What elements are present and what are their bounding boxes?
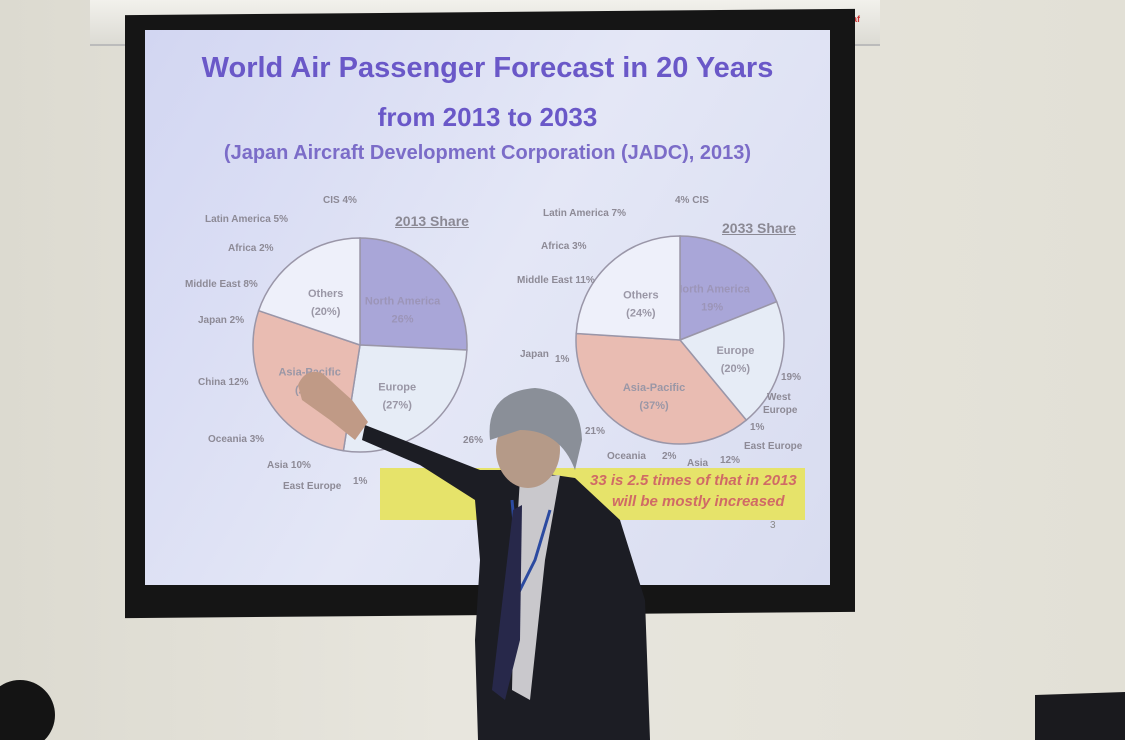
- callout: Japan 2%: [198, 315, 245, 326]
- callout: CIS 4%: [323, 195, 357, 206]
- audience-head: [0, 680, 55, 740]
- callout: China 12%: [198, 377, 249, 388]
- callout: Africa 2%: [228, 243, 274, 254]
- pie-slice-asia-pacific: [575, 332, 748, 445]
- slice-label: Europe: [378, 382, 416, 394]
- callout: East Europe: [283, 481, 342, 492]
- presenter-hand: [298, 371, 368, 440]
- slice-label: Asia-Pacific: [623, 382, 685, 394]
- slice-value-label: (24%): [626, 307, 656, 319]
- note-line1: 33 is 2.5 times of that in 2013: [590, 472, 797, 489]
- callout: Japan: [520, 349, 549, 360]
- slice-label: Europe: [716, 345, 754, 357]
- callout: 4% CIS: [675, 195, 709, 206]
- callout: Oceania: [607, 451, 646, 462]
- callout: East Europe: [744, 441, 803, 452]
- callout: Europe: [763, 405, 798, 416]
- callout: 1%: [353, 476, 368, 487]
- pie-slice-others: [575, 235, 681, 341]
- slice-value-label: (20%): [721, 363, 751, 375]
- slice-value-label: (20%): [311, 306, 341, 318]
- callout: 26%: [463, 435, 484, 446]
- callout: 2%: [662, 451, 677, 462]
- callout: Asia: [687, 458, 709, 469]
- slice-value-label: (27%): [383, 400, 413, 412]
- callout: West: [767, 392, 791, 403]
- slice-label: North America: [365, 295, 441, 307]
- callout: Latin America 7%: [543, 208, 626, 219]
- pie-slice-north-america: [679, 235, 778, 342]
- pie-charts: North America 26% Europe (27%) Asia-Pacific (…: [252, 235, 785, 453]
- pie-title-2013: 2013 Share: [395, 213, 469, 229]
- callout: Oceania 3%: [208, 434, 265, 445]
- callout: 1%: [555, 354, 570, 365]
- callout: 21%: [585, 426, 606, 437]
- slice-label: Others: [308, 288, 343, 300]
- callout: 1%: [750, 422, 765, 433]
- pie-slice-europe: [342, 344, 468, 453]
- pie-slice-others: [257, 237, 361, 347]
- callout: 12%: [720, 455, 741, 466]
- callout: Africa 3%: [541, 241, 587, 252]
- callout: 19%: [781, 372, 802, 383]
- presenter-shirt: [512, 475, 560, 700]
- callout: Middle East 11%: [517, 275, 595, 286]
- pie-title-2033: 2033 Share: [722, 220, 796, 236]
- note-line2: will be mostly increased: [612, 493, 785, 510]
- slice-value-label: 19%: [701, 302, 723, 314]
- callout: Asia 10%: [267, 460, 311, 471]
- presenter-tie: [492, 505, 522, 700]
- pie-slice-north-america: [359, 237, 468, 351]
- callout: Latin America 5%: [205, 214, 288, 225]
- presenter-hair: [489, 388, 582, 470]
- slice-label: North America: [674, 284, 750, 296]
- page-number: 3: [770, 520, 776, 531]
- slide-title: World Air Passenger Forecast in 20 Years: [201, 52, 774, 84]
- slice-label: Asia-Pacific: [278, 366, 340, 378]
- slide-subtitle: (Japan Aircraft Development Corporation …: [223, 142, 752, 164]
- pie-2033: North America 19% Europe (20%) Asia-Pacific (…: [575, 235, 785, 445]
- chair: [1035, 692, 1125, 740]
- slice-label: Others: [623, 289, 658, 301]
- slice-value-label: 26%: [392, 313, 414, 325]
- slice-value-label: (37%): [639, 400, 669, 412]
- slide-title-line2: from 2013 to 2033: [377, 102, 598, 132]
- pie-slice-europe: [678, 300, 785, 422]
- callout: Middle East 8%: [185, 279, 258, 290]
